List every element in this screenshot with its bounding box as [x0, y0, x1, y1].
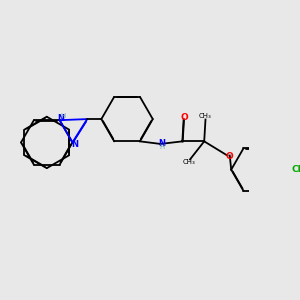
Text: N: N — [71, 140, 78, 149]
Text: CH₃: CH₃ — [199, 113, 212, 119]
Text: O: O — [180, 112, 188, 122]
Text: H: H — [159, 144, 164, 150]
Text: Cl: Cl — [292, 165, 300, 174]
Text: CH₃: CH₃ — [182, 159, 195, 165]
Text: H: H — [60, 113, 65, 119]
Text: N: N — [158, 139, 165, 148]
Text: O: O — [226, 152, 234, 160]
Text: N: N — [57, 114, 64, 123]
